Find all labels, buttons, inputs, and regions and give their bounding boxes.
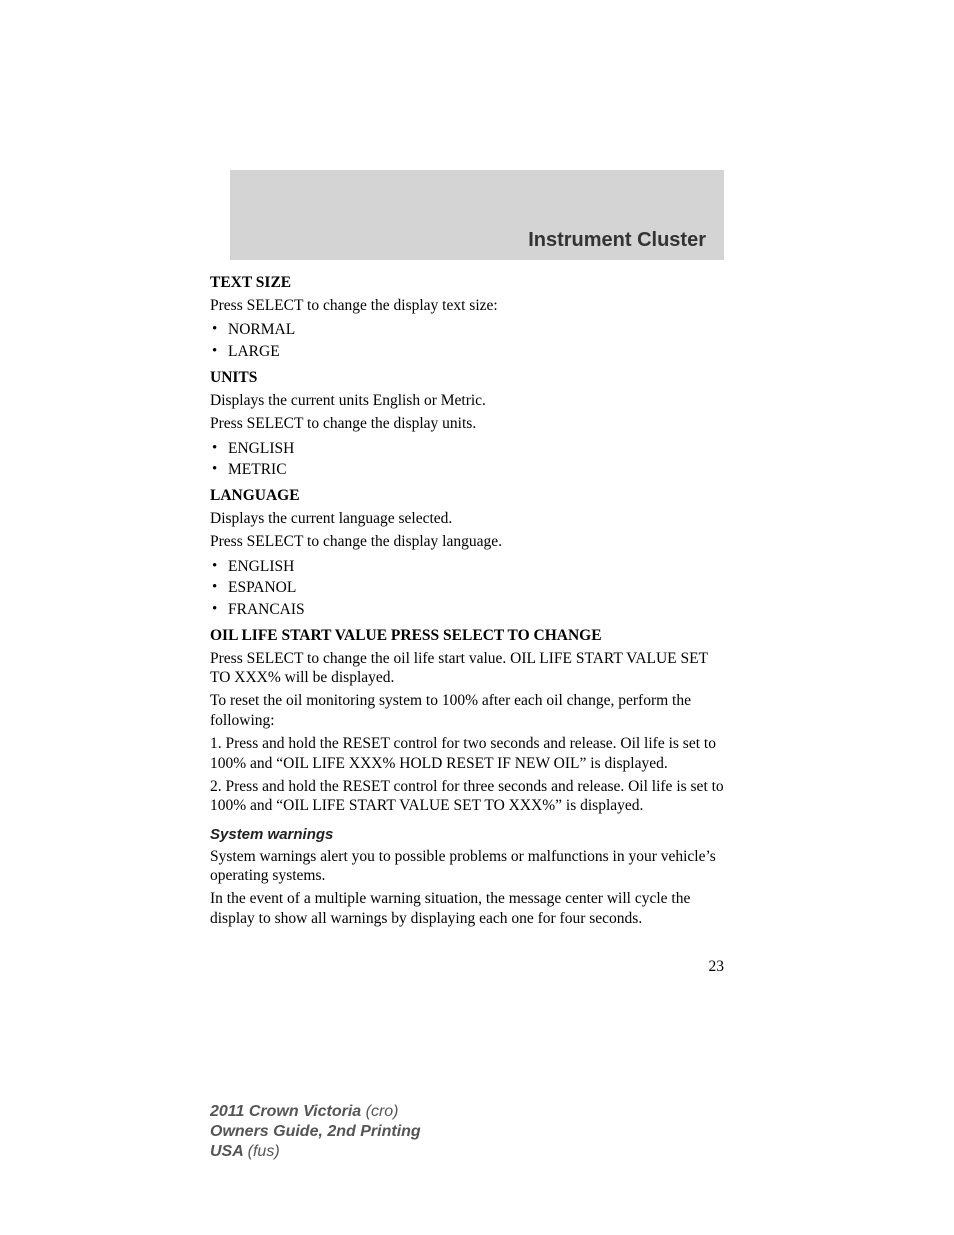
para: System warnings alert you to possible pr…: [210, 847, 730, 886]
footer-bold: USA: [210, 1143, 248, 1160]
section-head-textsize: TEXT SIZE: [210, 274, 730, 292]
para: Press SELECT to change the display langu…: [210, 532, 730, 551]
body-content: TEXT SIZE Press SELECT to change the dis…: [210, 268, 730, 932]
para: To reset the oil monitoring system to 10…: [210, 691, 730, 730]
footer-line-2: Owners Guide, 2nd Printing: [210, 1122, 421, 1142]
list-language: ENGLISH ESPANOL FRANCAIS: [210, 556, 730, 621]
list-item: ENGLISH: [210, 438, 730, 460]
subhead-system-warnings: System warnings: [210, 826, 730, 843]
para: 1. Press and hold the RESET control for …: [210, 734, 730, 773]
para: Press SELECT to change the display units…: [210, 414, 730, 433]
page-title: Instrument Cluster: [528, 229, 706, 252]
para: In the event of a multiple warning situa…: [210, 889, 730, 928]
section-head-units: UNITS: [210, 369, 730, 387]
header-band: Instrument Cluster: [230, 170, 724, 260]
list-item: NORMAL: [210, 319, 730, 341]
list-units: ENGLISH METRIC: [210, 438, 730, 481]
footer: 2011 Crown Victoria (cro) Owners Guide, …: [210, 1102, 421, 1162]
section-head-oillife: OIL LIFE START VALUE PRESS SELECT TO CHA…: [210, 627, 730, 645]
footer-line-3: USA (fus): [210, 1142, 421, 1162]
list-textsize: NORMAL LARGE: [210, 319, 730, 362]
list-item: ENGLISH: [210, 556, 730, 578]
list-item: ESPANOL: [210, 577, 730, 599]
para: 2. Press and hold the RESET control for …: [210, 777, 730, 816]
list-item: METRIC: [210, 459, 730, 481]
para: Press SELECT to change the oil life star…: [210, 649, 730, 688]
footer-bold: 2011 Crown Victoria: [210, 1103, 366, 1120]
para: Press SELECT to change the display text …: [210, 296, 730, 315]
section-head-language: LANGUAGE: [210, 487, 730, 505]
list-item: FRANCAIS: [210, 599, 730, 621]
page-number: 23: [709, 958, 725, 976]
footer-italic: (cro): [366, 1103, 399, 1120]
footer-bold: Owners Guide, 2nd Printing: [210, 1123, 421, 1140]
footer-italic: (fus): [248, 1143, 280, 1160]
list-item: LARGE: [210, 341, 730, 363]
para: Displays the current units English or Me…: [210, 391, 730, 410]
footer-line-1: 2011 Crown Victoria (cro): [210, 1102, 421, 1122]
para: Displays the current language selected.: [210, 509, 730, 528]
